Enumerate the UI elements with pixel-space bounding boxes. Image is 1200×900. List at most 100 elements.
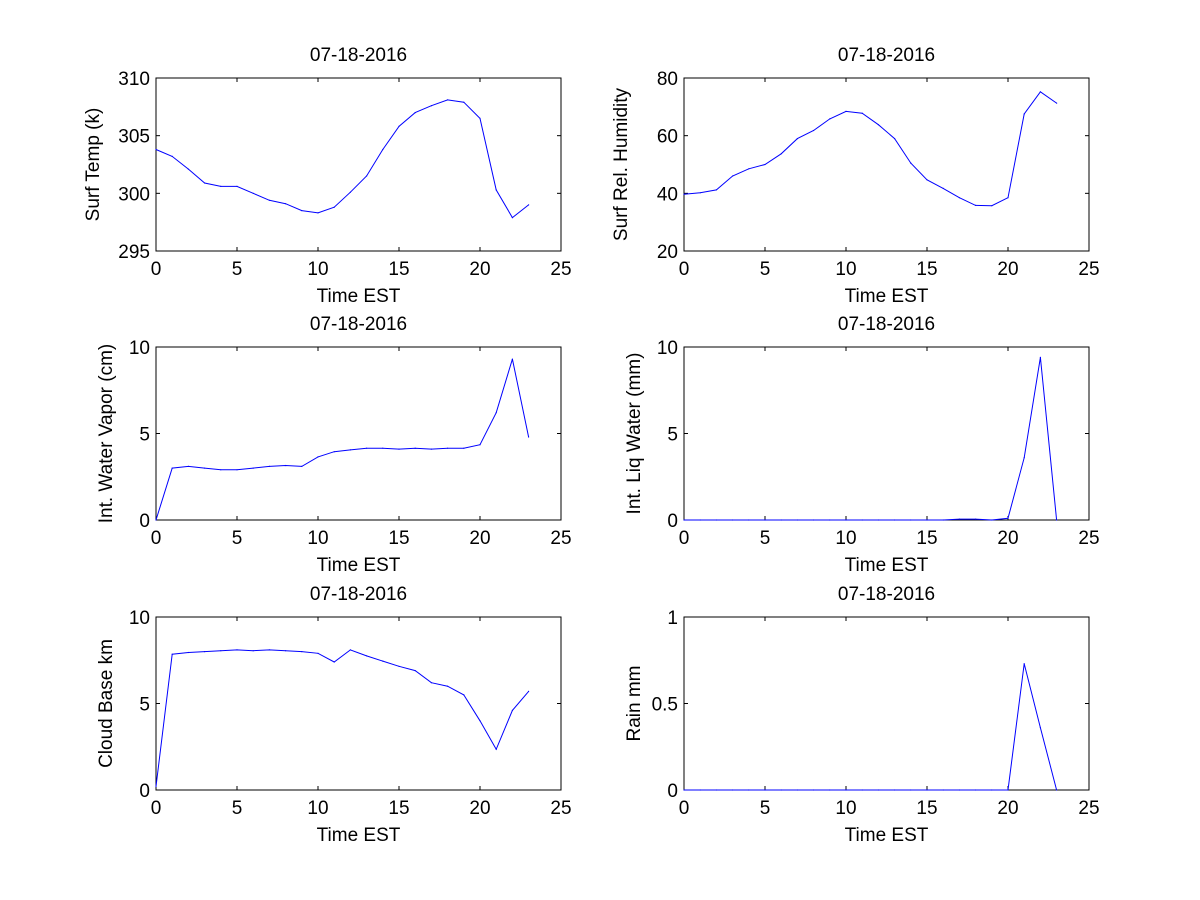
data-point bbox=[447, 685, 449, 687]
data-point bbox=[861, 789, 863, 791]
data-point bbox=[991, 205, 993, 207]
data-point bbox=[991, 519, 993, 521]
data-point bbox=[942, 789, 944, 791]
y-tick-label: 20 bbox=[657, 242, 678, 263]
y-tick-label: 1 bbox=[667, 608, 678, 629]
data-point bbox=[333, 206, 335, 208]
y-axis-label: Surf Temp (k) bbox=[83, 108, 104, 222]
series-line bbox=[155, 358, 530, 521]
x-tick-label: 15 bbox=[916, 259, 937, 280]
chart-title: 07-18-2016 bbox=[310, 314, 407, 335]
data-point bbox=[220, 185, 222, 187]
x-axis-label: Time EST bbox=[845, 286, 929, 307]
series-line bbox=[683, 91, 1057, 207]
data-point bbox=[796, 138, 799, 140]
y-tick-label: 40 bbox=[657, 184, 678, 205]
y-tick-label: 5 bbox=[139, 695, 150, 716]
data-point bbox=[268, 199, 270, 201]
y-tick-label: 0.5 bbox=[652, 695, 678, 716]
y-tick-label: 310 bbox=[118, 69, 150, 90]
x-tick-label: 0 bbox=[679, 259, 690, 280]
data-point bbox=[1023, 663, 1025, 665]
x-tick-label: 15 bbox=[388, 259, 409, 280]
data-point bbox=[926, 789, 928, 791]
x-axis-label: Time EST bbox=[317, 555, 401, 576]
chart-panel-6: 0 5 10 15 20 25 0 0.5 1 07-18-2016 Time EST Rain mm bbox=[624, 584, 1100, 846]
x-tick-label: 25 bbox=[550, 528, 571, 549]
chart-title: 07-18-2016 bbox=[310, 584, 407, 605]
x-tick-label: 20 bbox=[997, 259, 1018, 280]
x-tick-label: 20 bbox=[469, 528, 490, 549]
data-point bbox=[991, 789, 993, 791]
data-point bbox=[715, 789, 718, 791]
data-point bbox=[155, 519, 157, 521]
x-tick-label: 10 bbox=[307, 259, 328, 280]
data-point bbox=[204, 182, 206, 184]
data-point bbox=[683, 519, 685, 521]
data-point bbox=[764, 789, 766, 791]
data-point bbox=[155, 148, 157, 151]
y-tick-label: 10 bbox=[657, 338, 678, 359]
y-tick-label: 295 bbox=[118, 242, 150, 263]
data-point bbox=[764, 519, 766, 521]
data-point bbox=[732, 789, 734, 791]
data-point bbox=[958, 197, 961, 199]
x-tick-label: 5 bbox=[232, 259, 243, 280]
data-point bbox=[715, 519, 718, 521]
data-point bbox=[528, 436, 530, 438]
data-point bbox=[301, 465, 303, 467]
data-point bbox=[1056, 519, 1058, 521]
x-tick-label: 5 bbox=[760, 528, 771, 549]
data-point bbox=[732, 519, 734, 521]
plot-frame bbox=[155, 346, 562, 521]
data-point bbox=[1039, 727, 1041, 729]
x-tick-label: 5 bbox=[232, 798, 243, 819]
data-point bbox=[829, 519, 831, 521]
data-point bbox=[317, 212, 319, 214]
y-tick-label: 80 bbox=[657, 69, 678, 90]
data-point bbox=[171, 155, 173, 157]
data-point bbox=[877, 124, 880, 126]
data-point bbox=[252, 192, 254, 194]
x-axis-label: Time EST bbox=[317, 825, 401, 846]
data-point bbox=[748, 168, 750, 170]
data-point bbox=[975, 789, 977, 791]
data-point bbox=[495, 189, 497, 191]
data-point bbox=[495, 748, 497, 750]
data-point bbox=[366, 447, 368, 449]
data-point bbox=[813, 129, 815, 132]
data-point bbox=[430, 105, 432, 107]
data-point bbox=[285, 464, 287, 467]
series-line bbox=[155, 649, 529, 787]
data-point bbox=[398, 448, 400, 450]
data-point bbox=[204, 467, 206, 469]
data-point bbox=[187, 465, 189, 467]
chart-panel-3: 0 5 10 15 20 25 0 5 10 07-18-2016 Time EST Int. Wat… bbox=[96, 314, 572, 576]
chart-title: 07-18-2016 bbox=[838, 584, 935, 605]
data-point bbox=[236, 649, 238, 651]
y-tick-label: 10 bbox=[129, 608, 150, 629]
x-tick-label: 10 bbox=[307, 798, 328, 819]
data-point bbox=[829, 789, 831, 791]
data-point bbox=[845, 110, 847, 112]
data-point bbox=[317, 652, 319, 654]
data-point bbox=[942, 187, 944, 189]
x-tick-label: 0 bbox=[151, 528, 162, 549]
x-tick-label: 10 bbox=[835, 528, 856, 549]
x-tick-label: 20 bbox=[997, 798, 1018, 819]
data-point bbox=[683, 193, 685, 195]
plot-frame bbox=[683, 616, 1090, 791]
data-point bbox=[877, 789, 880, 791]
data-point bbox=[1039, 356, 1041, 358]
data-point bbox=[333, 661, 335, 663]
data-point bbox=[511, 709, 513, 712]
data-point bbox=[748, 789, 750, 791]
data-point bbox=[683, 789, 685, 791]
x-tick-label: 5 bbox=[760, 798, 771, 819]
data-point bbox=[926, 519, 928, 521]
data-point bbox=[382, 148, 384, 151]
data-point bbox=[511, 358, 513, 360]
data-point bbox=[715, 189, 718, 191]
chart-panel-5: 0 5 10 15 20 25 0 5 10 07-18-2016 Time EST Cloud Ba… bbox=[96, 584, 572, 846]
data-point bbox=[1056, 102, 1058, 104]
